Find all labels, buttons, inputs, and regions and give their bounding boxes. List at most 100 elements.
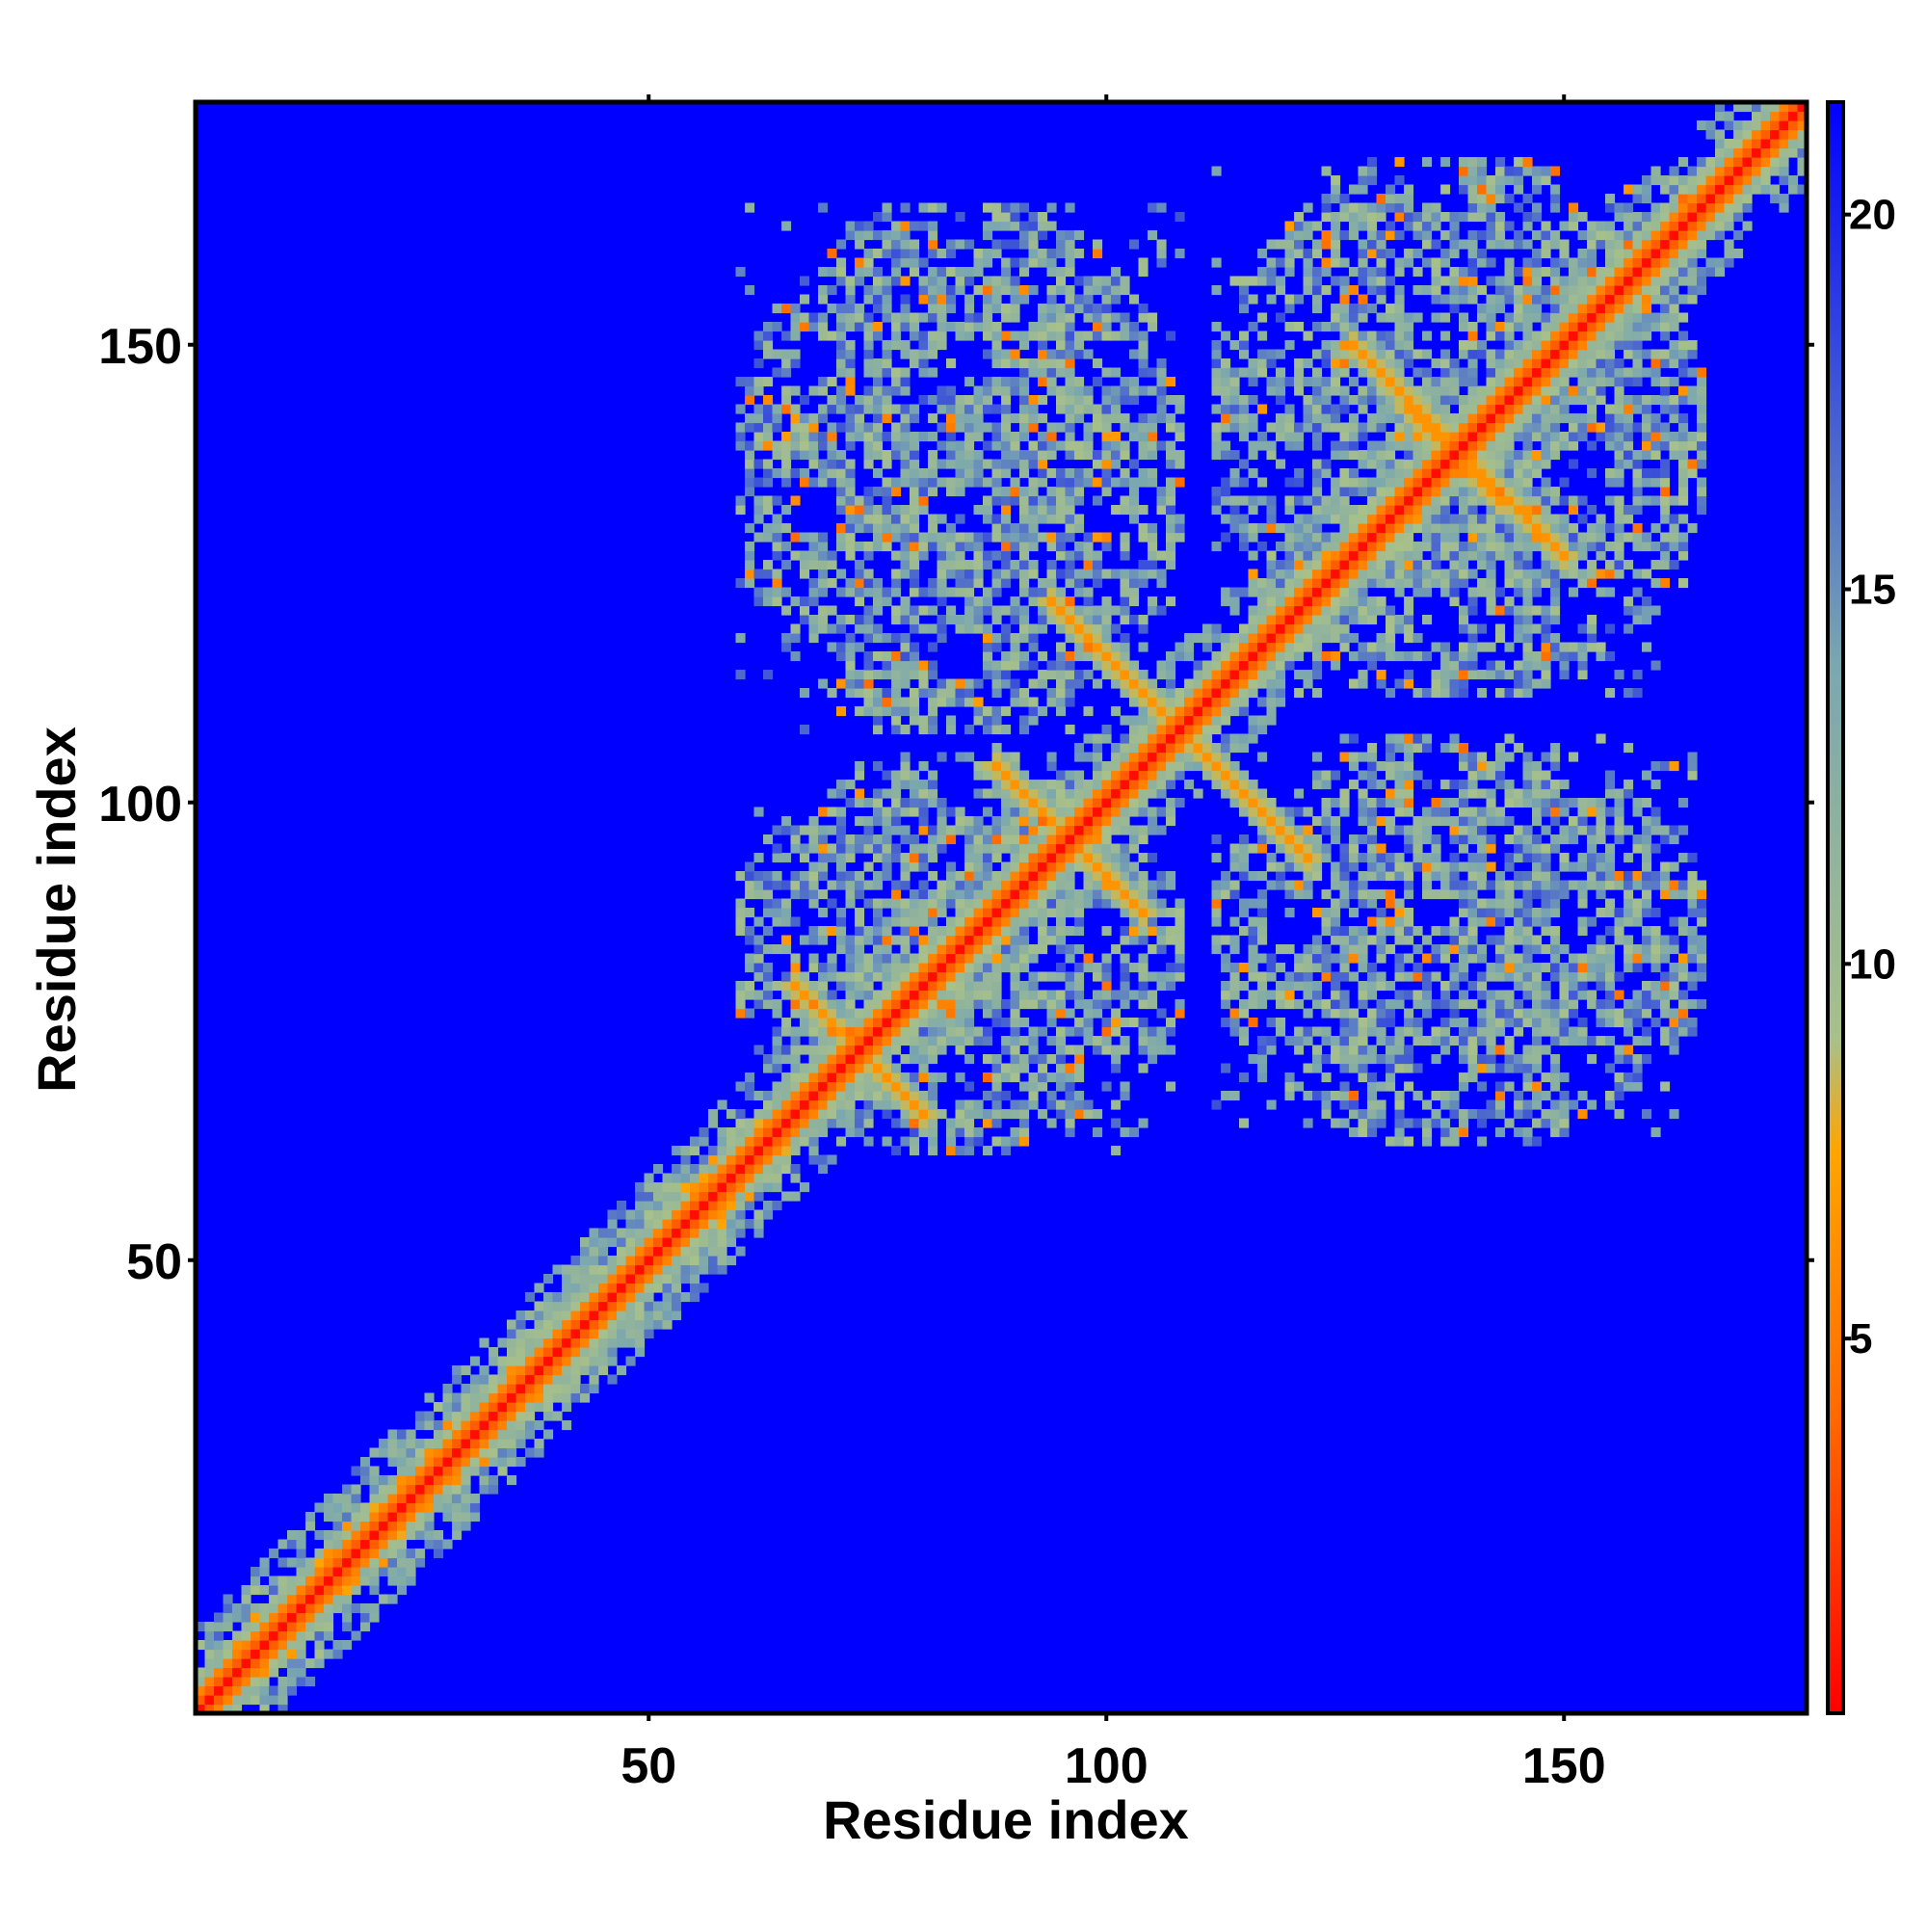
heatmap-cell bbox=[1046, 587, 1057, 597]
heatmap-cell bbox=[800, 935, 810, 945]
heatmap-cell bbox=[1101, 816, 1112, 827]
heatmap-cell bbox=[1065, 871, 1075, 882]
heatmap-cell bbox=[882, 660, 892, 671]
heatmap-cell bbox=[223, 1640, 233, 1651]
heatmap-cell bbox=[369, 1530, 380, 1541]
heatmap-cell bbox=[1550, 642, 1561, 652]
heatmap-cell bbox=[543, 1365, 554, 1376]
heatmap-cell bbox=[955, 963, 965, 973]
heatmap-cell bbox=[800, 1182, 810, 1193]
heatmap-cell bbox=[1605, 825, 1616, 835]
heatmap-cell bbox=[1202, 633, 1213, 644]
heatmap-cell bbox=[662, 1319, 673, 1330]
heatmap-cell bbox=[1495, 1026, 1506, 1037]
heatmap-cell bbox=[891, 715, 902, 726]
heatmap-cell bbox=[955, 871, 965, 882]
heatmap-cell bbox=[1019, 725, 1030, 735]
heatmap-cell bbox=[1587, 578, 1597, 589]
heatmap-cell bbox=[1266, 807, 1277, 817]
heatmap-cell bbox=[1440, 542, 1451, 552]
heatmap-cell bbox=[1266, 550, 1277, 561]
heatmap-cell bbox=[1010, 660, 1020, 671]
heatmap-cell bbox=[1294, 981, 1305, 992]
heatmap-cell bbox=[424, 1539, 435, 1549]
heatmap-cell bbox=[1339, 944, 1350, 955]
heatmap-cell bbox=[1605, 569, 1616, 579]
heatmap-cell bbox=[808, 1072, 819, 1083]
heatmap-cell bbox=[1331, 569, 1341, 579]
heatmap-cell bbox=[973, 908, 984, 918]
heatmap-cell bbox=[1229, 761, 1240, 772]
heatmap-cell bbox=[1294, 880, 1305, 890]
heatmap-cell bbox=[1331, 587, 1341, 597]
heatmap-cell bbox=[1358, 853, 1368, 863]
heatmap-cell bbox=[763, 834, 774, 845]
heatmap-cell bbox=[955, 542, 965, 552]
heatmap-cell bbox=[406, 1567, 416, 1577]
heatmap-cell bbox=[497, 1392, 508, 1403]
heatmap-cell bbox=[214, 1695, 224, 1706]
heatmap-cell bbox=[562, 1274, 572, 1284]
heatmap-cell bbox=[305, 1557, 316, 1568]
heatmap-cell bbox=[845, 1018, 856, 1028]
heatmap-cell bbox=[1056, 825, 1067, 835]
heatmap-cell bbox=[1229, 1091, 1240, 1101]
heatmap-cell bbox=[699, 1283, 709, 1293]
heatmap-cell bbox=[973, 615, 984, 625]
heatmap-cell bbox=[964, 725, 975, 735]
heatmap-cell bbox=[1404, 971, 1414, 982]
heatmap-cell bbox=[672, 1219, 682, 1230]
heatmap-cell bbox=[424, 1512, 435, 1522]
heatmap-cell bbox=[1642, 642, 1652, 652]
heatmap-cell bbox=[946, 944, 957, 955]
heatmap-cell bbox=[1038, 807, 1048, 817]
heatmap-cell bbox=[735, 1164, 746, 1175]
heatmap-cell bbox=[1138, 953, 1148, 964]
heatmap-cell bbox=[1642, 843, 1652, 854]
heatmap-cell bbox=[937, 926, 947, 937]
heatmap-cell bbox=[1266, 697, 1277, 707]
heatmap-cell bbox=[1046, 1072, 1057, 1083]
heatmap-cell bbox=[1559, 642, 1570, 652]
heatmap-cell bbox=[1358, 1045, 1368, 1055]
heatmap-cell bbox=[1229, 678, 1240, 689]
heatmap-cell bbox=[910, 889, 920, 900]
heatmap-cell bbox=[1587, 990, 1597, 1000]
heatmap-cell bbox=[910, 953, 920, 964]
heatmap-cell bbox=[580, 1337, 591, 1348]
heatmap-cell bbox=[1046, 908, 1057, 918]
heatmap-cell bbox=[1046, 1054, 1057, 1065]
heatmap-cell bbox=[1504, 569, 1515, 579]
heatmap-cell bbox=[781, 1191, 792, 1202]
heatmap-cell bbox=[1312, 843, 1323, 854]
heatmap-cell bbox=[1669, 1045, 1679, 1055]
heatmap-cell bbox=[1632, 615, 1643, 625]
heatmap-cell bbox=[662, 1283, 673, 1293]
heatmap-cell bbox=[488, 1374, 499, 1385]
heatmap-cell bbox=[479, 1337, 489, 1348]
heatmap-cell bbox=[1495, 816, 1506, 827]
heatmap-cell bbox=[1614, 908, 1624, 918]
heatmap-cell bbox=[827, 1091, 837, 1101]
heatmap-cell bbox=[223, 1677, 233, 1687]
heatmap-cell bbox=[1605, 623, 1616, 634]
heatmap-cell bbox=[845, 1054, 856, 1065]
heatmap-cell bbox=[1284, 807, 1295, 817]
heatmap-cell bbox=[1276, 816, 1286, 827]
heatmap-cell bbox=[900, 990, 911, 1000]
heatmap-cell bbox=[241, 1594, 251, 1604]
heatmap-cell bbox=[1632, 542, 1643, 552]
heatmap-cell bbox=[589, 1228, 599, 1238]
heatmap-cell bbox=[1349, 1026, 1359, 1037]
heatmap-cell bbox=[882, 532, 892, 543]
heatmap-cell bbox=[1623, 1026, 1634, 1037]
heatmap-cell bbox=[1028, 623, 1039, 634]
heatmap-cell bbox=[1486, 1045, 1496, 1055]
heatmap-cell bbox=[1074, 898, 1085, 909]
heatmap-cell bbox=[955, 816, 965, 827]
heatmap-cell bbox=[1632, 880, 1643, 890]
heatmap-cell bbox=[1386, 733, 1396, 744]
heatmap-cell bbox=[1019, 834, 1030, 845]
heatmap-cell bbox=[1541, 560, 1551, 570]
heatmap-cell bbox=[1046, 761, 1057, 772]
